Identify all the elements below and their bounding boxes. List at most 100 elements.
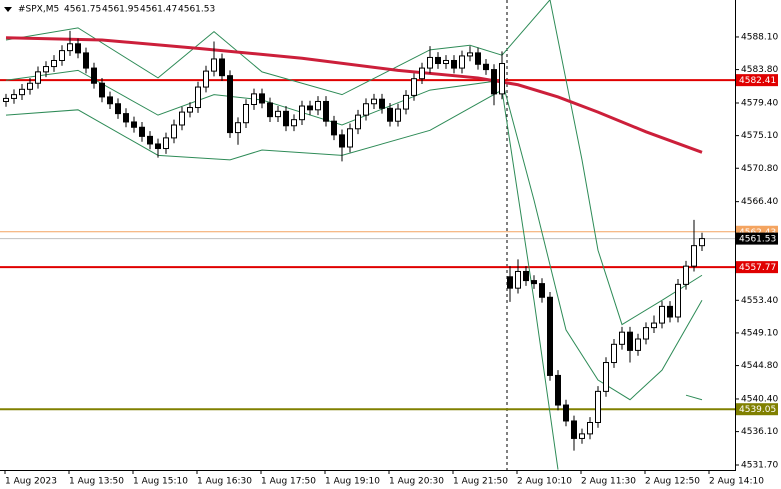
x-tick-label: 1 Aug 15:10 (133, 477, 188, 487)
candle-body (283, 110, 289, 127)
candle-body (387, 107, 393, 122)
y-tick-label: 4579.40 (741, 98, 778, 108)
candle-body (379, 98, 385, 109)
candle-body (491, 69, 497, 95)
candle-body (139, 126, 145, 137)
x-tick-label: 1 Aug 20:30 (389, 477, 444, 487)
candle-body (307, 105, 313, 111)
candle-body (227, 75, 233, 134)
candle-body (131, 121, 137, 128)
candle-body (163, 137, 169, 150)
candle-body (611, 343, 617, 364)
candle-body (451, 59, 457, 69)
symbol: #SPX,M5 (18, 5, 59, 15)
candle-body (395, 108, 401, 122)
level-label-box (736, 403, 778, 416)
level-label: 4539.05 (739, 405, 776, 415)
candle-body (683, 265, 689, 285)
level-label-box (736, 74, 778, 87)
candle-body (555, 374, 561, 406)
candle-body (155, 143, 161, 150)
candle-body (667, 305, 673, 318)
candle-body (67, 43, 73, 52)
candle-body (539, 283, 545, 298)
candle-body (443, 59, 449, 65)
candle-body (203, 70, 209, 88)
candle-body (427, 56, 433, 69)
candle-body (251, 93, 257, 106)
candle-body (619, 331, 625, 345)
indicator-line (5, 0, 703, 326)
candle-body (363, 103, 369, 116)
candle-body (83, 52, 89, 69)
candle-body (651, 322, 657, 329)
candle-body (507, 276, 513, 289)
candle-body (115, 103, 121, 115)
candle-body (11, 94, 17, 99)
candle-body (195, 86, 201, 109)
candle-body (211, 58, 217, 72)
candle-body (59, 50, 65, 61)
x-tick-label: 1 Aug 17:50 (261, 477, 316, 487)
candle-body (291, 119, 297, 127)
y-tick-label: 4549.10 (741, 328, 778, 338)
level-label: 4582.41 (739, 76, 776, 86)
indicator-line (5, 36, 703, 154)
candle-body (563, 404, 569, 422)
candle-body (675, 283, 681, 318)
y-tick-label: 4553.40 (741, 296, 778, 306)
candle-body (659, 305, 665, 324)
symbol-icon (4, 7, 12, 12)
candle-body (595, 390, 601, 423)
header-value: 4561.95 (102, 5, 139, 15)
y-tick-label: 4566.40 (741, 197, 778, 207)
candle-body (51, 59, 57, 68)
candle-body (483, 63, 489, 71)
candle-body (91, 67, 97, 84)
candle-body (419, 67, 425, 80)
candle-body (475, 52, 481, 65)
candle-body (699, 238, 705, 247)
candle-body (43, 66, 49, 73)
candle-body (19, 88, 25, 96)
candle-body (123, 113, 129, 123)
x-tick-label: 1 Aug 16:30 (197, 477, 252, 487)
candle-body (323, 100, 329, 122)
y-tick-label: 4588.10 (741, 32, 778, 42)
candle-body (171, 124, 177, 139)
level-label: 4561.53 (739, 235, 776, 245)
candle-body (627, 331, 633, 351)
x-tick-label: 1 Aug 21:50 (453, 477, 508, 487)
candle-body (371, 98, 377, 105)
y-tick-label: 4531.70 (741, 460, 778, 470)
candle-body (467, 52, 473, 57)
header-value: 4561.53 (178, 5, 215, 15)
candle-body (643, 327, 649, 340)
level-label-box (736, 232, 778, 245)
candle-body (219, 58, 225, 77)
candle-body (347, 128, 353, 148)
x-tick-label: 2 Aug 14:10 (709, 477, 764, 487)
candle-body (3, 97, 9, 102)
candle-body (515, 270, 521, 289)
candle-body (315, 100, 321, 111)
header-value: 4561.75 (64, 5, 101, 15)
y-tick-label: 4570.80 (741, 164, 778, 174)
candle-body (403, 94, 409, 110)
candle-body (691, 245, 697, 267)
candle-body (531, 280, 537, 285)
candle-body (275, 110, 281, 118)
x-tick-label: 1 Aug 2023 (5, 477, 57, 487)
candle-body (35, 71, 41, 84)
candle-body (267, 102, 273, 118)
candle-body (259, 93, 265, 104)
candle-body (603, 362, 609, 392)
indicator-line (5, 89, 703, 470)
y-tick-label: 4544.80 (741, 361, 778, 371)
candle-body (355, 114, 361, 130)
candle-body (107, 96, 113, 105)
candle-body (523, 270, 529, 282)
candle-body (635, 338, 641, 351)
x-tick-label: 2 Aug 10:10 (517, 477, 572, 487)
